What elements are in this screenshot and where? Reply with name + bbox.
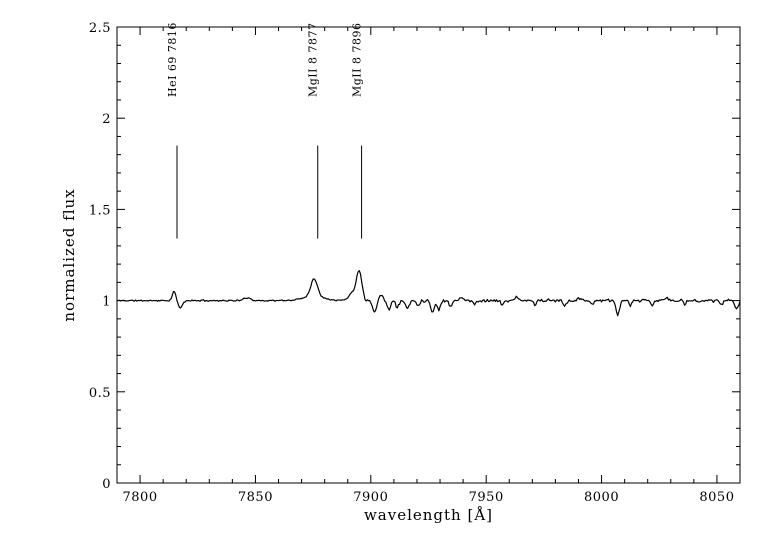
- y-axis-label: normalized flux: [60, 188, 78, 321]
- x-tick-label: 7900: [353, 490, 388, 505]
- spectrum-trace-layer: [116, 270, 741, 317]
- y-tick-label: 2: [102, 112, 111, 127]
- x-tick-label: 7850: [238, 490, 273, 505]
- y-tick-label: 2.5: [89, 21, 111, 36]
- x-tick-label: 7950: [469, 490, 504, 505]
- plot-frame: [116, 26, 741, 484]
- y-tick-label: 1: [102, 295, 111, 310]
- spectrum-trace: [116, 270, 741, 317]
- axis-ticks: [117, 27, 740, 483]
- y-tick-label: 0.5: [89, 386, 111, 401]
- spectral-line-label: MgII 8 7877: [307, 23, 320, 97]
- y-tick-label: 1.5: [89, 203, 111, 218]
- spectral-line-label: MgII 8 7896: [351, 23, 364, 97]
- x-tick-label: 7800: [123, 490, 158, 505]
- y-tick-label: 0: [102, 477, 111, 492]
- spectral-line-label: HeI 69 7816: [166, 22, 179, 97]
- x-tick-label: 8050: [699, 490, 734, 505]
- plot-border: [116, 26, 741, 484]
- x-axis-label: wavelength [Å]: [364, 506, 493, 524]
- spectral-line-markers: HeI 69 7816 MgII 8 7877 MgII 8 7896: [166, 22, 364, 239]
- x-tick-label: 8000: [584, 490, 619, 505]
- axis-tick-labels: 7800 7850 7900 7950 8000 8050 0 0.5 1 1.5 2 2.5: [89, 21, 734, 505]
